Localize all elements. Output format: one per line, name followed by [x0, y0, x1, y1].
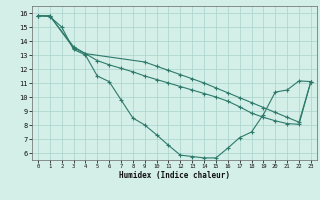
X-axis label: Humidex (Indice chaleur): Humidex (Indice chaleur) — [119, 171, 230, 180]
